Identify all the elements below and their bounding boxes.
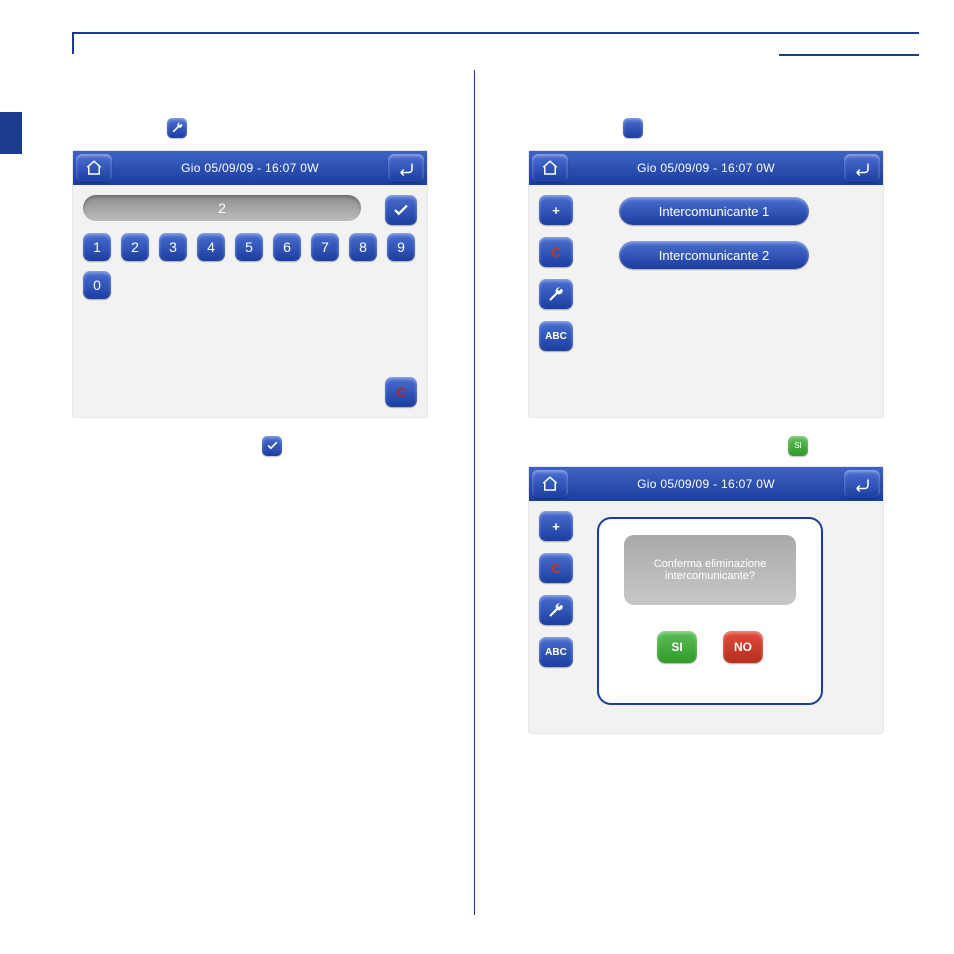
back-arrow-icon [397,159,415,177]
key-1[interactable]: 1 [83,233,111,261]
delete-button[interactable]: C [539,553,573,583]
si-icon: SI [788,436,808,456]
numeric-entry-panel: Gio 05/09/09 - 16:07 0W 2 1 2 3 4 5 6 7 … [72,150,428,418]
key-2[interactable]: 2 [121,233,149,261]
column-divider [474,70,475,915]
confirm-dialog: Conferma eliminazione intercomunicante? … [597,517,823,705]
si-inline-icon-row: SI [668,436,928,456]
back-button[interactable] [388,154,424,182]
wrench-inline-icon-row [167,118,472,138]
add-button[interactable]: + [539,195,573,225]
delete-button[interactable]: C [539,237,573,267]
check-icon [392,201,410,219]
wrench-icon [167,118,187,138]
key-4[interactable]: 4 [197,233,225,261]
page-edge-tab [0,112,22,154]
wrench-button[interactable] [539,279,573,309]
key-8[interactable]: 8 [349,233,377,261]
status-bar: Gio 05/09/09 - 16:07 0W [529,151,883,185]
back-arrow-icon [853,475,871,493]
wrench-button[interactable] [539,595,573,625]
intercom-list-panel: Gio 05/09/09 - 16:07 0W + C ABC Intercom… [528,150,884,418]
wrench-icon [547,285,565,303]
home-icon [541,475,559,493]
intercom-item-2[interactable]: Intercomunicante 2 [619,241,809,269]
home-icon [541,159,559,177]
home-button[interactable] [532,470,568,498]
wrench-icon [547,601,565,619]
blank-icon [623,118,643,138]
check-icon [262,436,282,456]
confirm-yes-button[interactable]: SI [657,631,697,663]
back-button[interactable] [844,470,880,498]
back-button[interactable] [844,154,880,182]
dialog-button-row: SI NO [599,631,821,663]
status-bar: Gio 05/09/09 - 16:07 0W [529,467,883,501]
status-title: Gio 05/09/09 - 16:07 0W [571,161,841,175]
clear-button[interactable]: C [385,377,417,407]
blank-inline-icon-row [623,118,928,138]
side-button-column: + C ABC [539,511,573,667]
confirm-message: Conferma eliminazione intercomunicante? [624,535,796,605]
status-title: Gio 05/09/09 - 16:07 0W [571,477,841,491]
numeric-display: 2 [83,195,361,221]
key-0[interactable]: 0 [83,271,111,299]
status-title: Gio 05/09/09 - 16:07 0W [115,161,385,175]
confirm-dialog-panel: Gio 05/09/09 - 16:07 0W + C ABC Conferma… [528,466,884,734]
rename-abc-button[interactable]: ABC [539,321,573,351]
rename-abc-button[interactable]: ABC [539,637,573,667]
intercom-item-1[interactable]: Intercomunicante 1 [619,197,809,225]
side-button-column: + C ABC [539,195,573,351]
key-6[interactable]: 6 [273,233,301,261]
key-3[interactable]: 3 [159,233,187,261]
check-inline-icon-row [72,436,472,456]
home-icon [85,159,103,177]
status-bar: Gio 05/09/09 - 16:07 0W [73,151,427,185]
key-7[interactable]: 7 [311,233,339,261]
home-button[interactable] [76,154,112,182]
keypad: 1 2 3 4 5 6 7 8 9 0 [83,233,419,299]
confirm-no-button[interactable]: NO [723,631,763,663]
key-9[interactable]: 9 [387,233,415,261]
add-button[interactable]: + [539,511,573,541]
back-arrow-icon [853,159,871,177]
home-button[interactable] [532,154,568,182]
key-5[interactable]: 5 [235,233,263,261]
confirm-button[interactable] [385,195,417,225]
